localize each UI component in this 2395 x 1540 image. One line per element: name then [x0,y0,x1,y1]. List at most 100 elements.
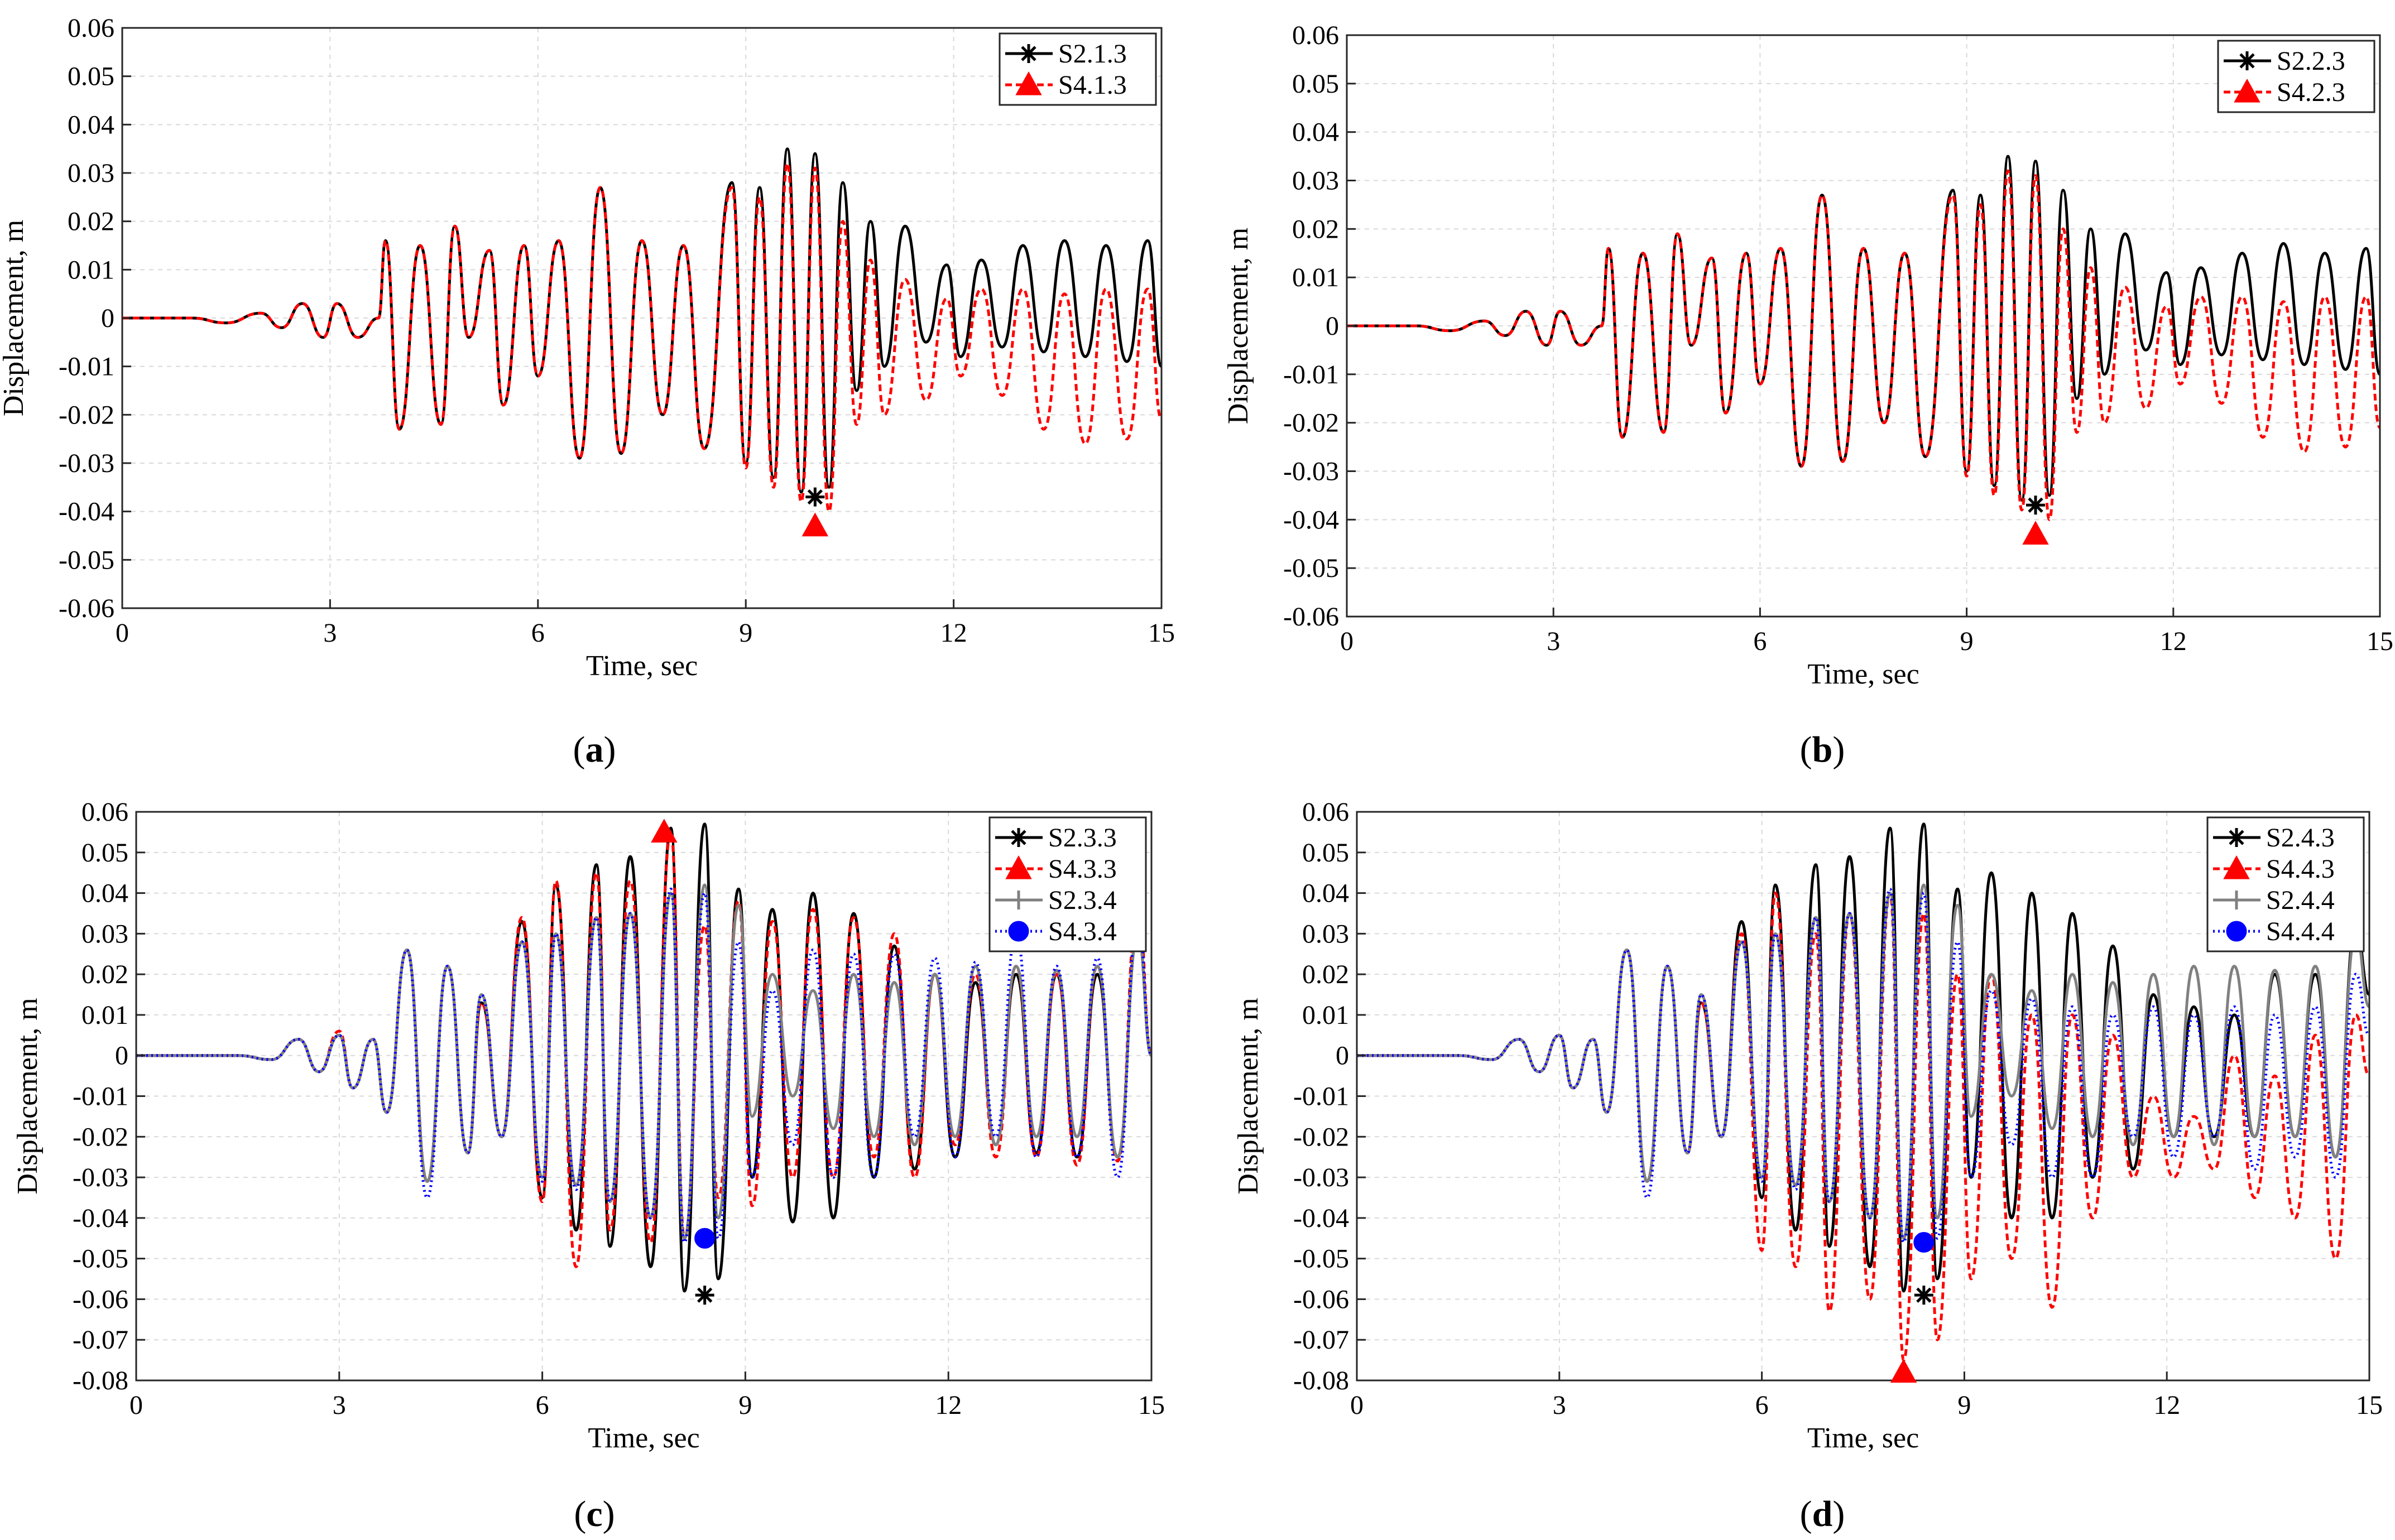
y-tick-label: 0 [101,304,114,333]
legend-marker [2226,921,2247,942]
legend-marker-d2 [1011,830,1026,845]
y-tick-label: 0.04 [81,879,128,908]
y-tick-label: 0.03 [1292,166,1339,196]
panel-d: 0 3 6 9 12 15 -0.08 -0.07 -0.06 -0.05 -0.04 -0.03 -0… [1232,797,2383,1534]
y-tick-label: -0.03 [73,1163,128,1192]
panel-caption: (b) [1800,729,1845,770]
y-tick-label: 0.02 [81,960,128,989]
legend-entry: S2.3.4 [1048,886,1117,915]
x-tick-label: 0 [129,1390,143,1420]
legend-marker [2238,51,2257,70]
peak-marker-S4 [2022,521,2049,545]
legend: S2.3.3S4.3.3S2.3.4S4.3.4 [988,816,1147,952]
peak-marker-S2-d2 [697,1287,713,1303]
y-tick-label: 0.01 [68,255,114,285]
legend-entry: S4.3.4 [1048,917,1117,946]
x-axis-label: Time, sec [588,1422,699,1454]
x-tick-label: 9 [1957,1390,1971,1420]
legend-marker [1015,71,1042,95]
x-tick-label: 6 [536,1390,549,1420]
y-tick-label: 0 [115,1041,128,1071]
y-tick-label: -0.01 [1293,1082,1349,1111]
y-tick-label: 0.06 [1292,21,1339,50]
legend-entry: S4.3.3 [1048,854,1117,884]
peak-marker-S4b [694,1228,716,1249]
peak-marker-S4b [1913,1232,1935,1253]
series-group [136,822,1151,1293]
y-tick-label: 0.05 [1292,69,1339,99]
y-tick-label: -0.04 [59,497,114,527]
y-tick-label: 0.06 [81,797,128,827]
y-tick-label: -0.07 [1293,1325,1349,1355]
x-tick-label: 3 [1553,1390,1566,1420]
y-tick-label: 0.01 [1292,263,1339,292]
x-tick-label: 3 [323,618,337,648]
y-tick-label: 0.05 [81,838,128,868]
panel-caption: (a) [573,729,616,770]
x-tick-label: 15 [1148,618,1175,648]
x-tick-label: 6 [1755,1390,1769,1420]
series-line-S4.4.3 [1357,892,2369,1362]
y-tick-label: -0.04 [1283,505,1339,535]
y-tick-label: -0.04 [73,1204,128,1233]
legend-entry: S4.4.3 [2266,854,2335,884]
y-tick-label: 0.05 [68,62,114,92]
legend: S2.2.3S4.2.3 [2217,40,2375,113]
y-tick-label: 0.06 [1302,797,1349,827]
legend-entry: S2.1.3 [1058,39,1127,69]
x-axis-label: Time, sec [1807,658,1919,690]
legend-box [999,32,1157,106]
y-tick-label: 0.03 [81,919,128,949]
legend-marker [1009,891,1028,909]
x-tick-label: 3 [1547,627,1560,656]
panel-caption: (d) [1800,1494,1845,1534]
y-tick-label: 0.03 [68,158,114,188]
y-tick-label: 0.04 [1302,879,1349,908]
series-group [1347,155,2380,521]
grid [136,812,1151,1380]
y-tick-label: 0.01 [1302,1000,1349,1030]
y-tick-label: -0.01 [73,1082,128,1111]
y-tick-label: 0.02 [1292,214,1339,244]
y-tick-label: 0.04 [68,110,114,139]
plot-area [136,812,1151,1380]
x-tick-label: 0 [1340,627,1354,656]
y-tick-label: -0.02 [1283,408,1339,438]
legend-entry: S2.4.3 [2266,823,2335,853]
y-tick-label: 0 [1326,311,1339,341]
y-tick-label: -0.07 [73,1325,128,1355]
peak-marker-S2 [695,1286,714,1305]
series-line-S2.4.4 [1357,883,2369,1240]
panel-c: 0 3 6 9 12 15 -0.08 -0.07 -0.06 -0.05 -0.04 -0.03 -0… [12,797,1165,1534]
y-tick-label: -0.02 [59,400,114,430]
series-line-S4.2.3 [1347,169,2380,521]
y-tick-label: -0.06 [73,1284,128,1314]
y-tick-label: 0.02 [68,207,114,237]
y-tick-label: 0.05 [1302,838,1349,868]
y-tick-label: -0.08 [1293,1366,1349,1395]
legend-marker [2223,855,2250,879]
series-group [122,147,1161,513]
x-tick-label: 12 [940,618,967,648]
legend: S2.1.3S4.1.3 [999,32,1157,106]
x-tick-label: 15 [1138,1390,1165,1420]
panel-caption: (c) [574,1494,615,1534]
legend-marker [1005,855,1032,879]
y-tick-label: -0.02 [73,1122,128,1152]
legend-marker-d2 [2229,830,2244,845]
legend-marker [1009,828,1028,847]
x-tick-label: 9 [738,1390,752,1420]
x-tick-label: 0 [116,618,129,648]
y-axis-label: Displacement, m [0,220,30,416]
legend: S2.4.3S4.4.3S2.4.4S4.4.4 [2206,816,2365,952]
y-tick-label: -0.06 [1293,1284,1349,1314]
x-tick-label: 3 [333,1390,346,1420]
legend-marker [2227,828,2246,847]
peak-marker-S4 [651,819,678,843]
x-tick-label: 6 [1753,627,1767,656]
grid [122,28,1161,608]
legend-entry: S2.3.3 [1048,823,1117,853]
panel-b: 0 3 6 9 12 15 -0.06 -0.05 -0.04 -0.03 -0.02 -0.01 0 0… [1222,21,2393,770]
y-axis-label: Displacement, m [1222,228,1254,424]
